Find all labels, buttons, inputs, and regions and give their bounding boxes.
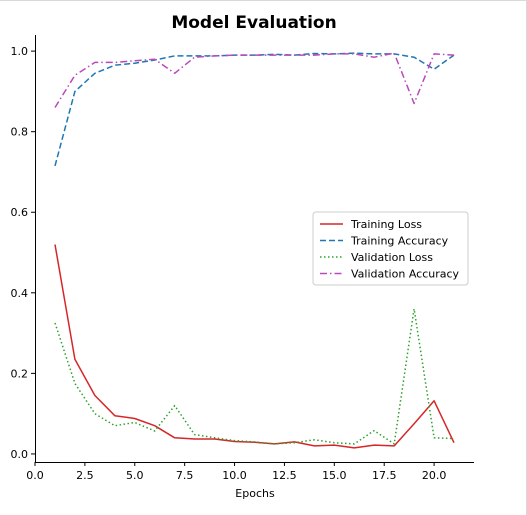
- x-tick-label: 5.0: [126, 469, 144, 482]
- x-axis-label: Epochs: [235, 487, 275, 500]
- x-tick-label: 2.5: [76, 469, 94, 482]
- x-ticks: 0.0 2.5 5.0 7.5 10.0 12.5 15.0 17.5 20.0: [26, 462, 446, 482]
- x-tick-label: 15.0: [322, 469, 347, 482]
- y-tick-label: 0.0: [11, 448, 29, 461]
- legend-label-training-accuracy: Training Accuracy: [350, 235, 449, 248]
- series-line-training-accuracy: [54, 52, 455, 167]
- chart-title: Model Evaluation: [171, 13, 336, 33]
- legend: Training Loss Training Accuracy Validation…: [312, 211, 469, 286]
- y-tick-label: 0.2: [11, 367, 29, 380]
- series-line-validation-accuracy: [54, 52, 455, 108]
- x-tick-label: 0.0: [26, 469, 44, 482]
- y-ticks: 0.0 0.2 0.4 0.6 0.8 1.0: [11, 45, 35, 461]
- x-tick-label: 10.0: [222, 469, 247, 482]
- legend-box: [312, 211, 469, 286]
- y-tick-label: 0.8: [11, 126, 29, 139]
- x-tick-label: 17.5: [372, 469, 397, 482]
- x-tick-label: 20.0: [422, 469, 447, 482]
- series-layer: [54, 52, 455, 449]
- series-line-validation-loss: [54, 308, 455, 445]
- x-tick-label: 7.5: [176, 469, 194, 482]
- legend-label-validation-loss: Validation Loss: [351, 251, 433, 264]
- legend-label-training-loss: Training Loss: [350, 218, 422, 231]
- legend-label-validation-accuracy: Validation Accuracy: [351, 268, 460, 281]
- x-tick-label: 12.5: [272, 469, 297, 482]
- axes: [35, 35, 474, 463]
- y-tick-label: 1.0: [11, 45, 29, 58]
- y-tick-label: 0.6: [11, 206, 29, 219]
- y-tick-label: 0.4: [11, 287, 29, 300]
